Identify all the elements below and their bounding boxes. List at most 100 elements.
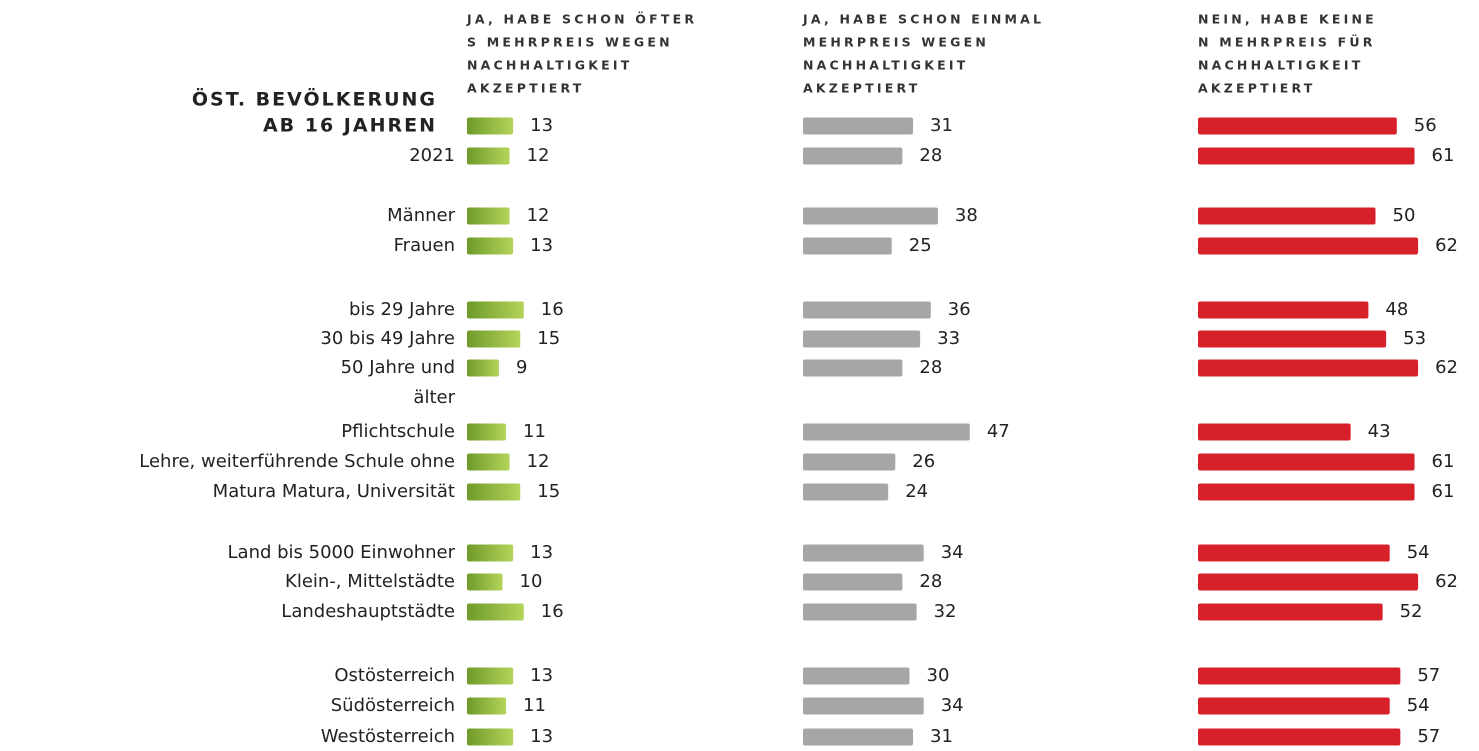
value-label: 31 — [930, 115, 953, 136]
value-label: 53 — [1403, 328, 1426, 349]
legend-label: NEIN, HABE KEINE — [1198, 12, 1377, 27]
bar — [467, 453, 510, 471]
bar — [803, 147, 903, 165]
bar — [467, 697, 507, 715]
bar — [467, 573, 503, 591]
bar — [803, 117, 914, 135]
bar — [467, 237, 514, 255]
legend-label: NACHHALTIGKEIT — [1198, 58, 1363, 73]
bar — [467, 667, 514, 685]
legend-label: NACHHALTIGKEIT — [467, 58, 632, 73]
value-label: 10 — [520, 571, 543, 592]
value-label: 25 — [909, 235, 932, 256]
bar — [803, 453, 896, 471]
bar — [803, 697, 924, 715]
value-label: 43 — [1368, 421, 1391, 442]
value-label: 12 — [527, 451, 550, 472]
bar — [1198, 330, 1387, 348]
value-label: 34 — [941, 542, 964, 563]
value-label: 52 — [1400, 601, 1423, 622]
bar — [467, 483, 521, 501]
row-label: Land bis 5000 Einwohner — [228, 542, 456, 563]
bar — [467, 359, 499, 377]
row-label: Lehre, weiterführende Schule ohne — [139, 451, 455, 472]
bar — [467, 603, 524, 621]
value-label: 47 — [987, 421, 1010, 442]
row-label: Westösterreich — [321, 726, 455, 747]
row-label: Südösterreich — [331, 695, 455, 716]
legend-label: AKZEPTIERT — [803, 81, 920, 96]
legend-label: MEHRPREIS WEGEN — [803, 35, 989, 50]
value-label: 28 — [919, 357, 942, 378]
value-label: 38 — [955, 205, 978, 226]
value-label: 34 — [941, 695, 964, 716]
bar — [803, 573, 903, 591]
bar — [467, 117, 514, 135]
value-label: 13 — [530, 542, 553, 563]
value-label: 28 — [919, 571, 942, 592]
value-label: 28 — [919, 145, 942, 166]
value-label: 61 — [1432, 481, 1455, 502]
row-label: 30 bis 49 Jahre — [320, 328, 455, 349]
legend-label: JA, HABE SCHON ÖFTER — [466, 12, 697, 27]
value-label: 12 — [527, 145, 550, 166]
value-label: 16 — [541, 299, 564, 320]
bar — [803, 728, 914, 746]
legend-label: JA, HABE SCHON EINMAL — [802, 12, 1044, 27]
bar — [467, 544, 514, 562]
value-label: 15 — [537, 481, 560, 502]
bar — [1198, 573, 1419, 591]
bar — [803, 483, 889, 501]
row-label: bis 29 Jahre — [349, 299, 455, 320]
value-label: 31 — [930, 726, 953, 747]
bar — [803, 207, 938, 225]
bar — [803, 603, 917, 621]
bar — [1198, 544, 1390, 562]
bar — [1198, 117, 1397, 135]
bar — [1198, 603, 1383, 621]
value-label: 62 — [1435, 357, 1458, 378]
value-label: 57 — [1417, 726, 1440, 747]
value-label: 12 — [527, 205, 550, 226]
row-label: Ostösterreich — [334, 665, 455, 686]
bar — [803, 544, 924, 562]
value-label: 24 — [905, 481, 928, 502]
legend-label: NACHHALTIGKEIT — [803, 58, 968, 73]
value-label: 13 — [530, 726, 553, 747]
legend-label: AKZEPTIERT — [1198, 81, 1315, 96]
bar — [1198, 728, 1401, 746]
bar — [803, 301, 931, 319]
bar — [803, 423, 970, 441]
value-label: 16 — [541, 601, 564, 622]
bar — [467, 207, 510, 225]
row-label: älter — [413, 387, 455, 408]
row-label: Männer — [387, 205, 455, 226]
bar — [467, 728, 514, 746]
group-title: ÖST. BEVÖLKERUNG — [192, 87, 437, 111]
bar — [1198, 423, 1351, 441]
row-label: Pflichtschule — [341, 421, 455, 442]
row-label: Frauen — [394, 235, 455, 256]
value-label: 48 — [1385, 299, 1408, 320]
value-label: 50 — [1393, 205, 1416, 226]
value-label: 11 — [523, 695, 546, 716]
bar — [1198, 667, 1401, 685]
bar — [1198, 483, 1415, 501]
value-label: 13 — [530, 665, 553, 686]
row-label: Landeshauptstädte — [281, 601, 455, 622]
value-label: 62 — [1435, 235, 1458, 256]
legend-label: AKZEPTIERT — [467, 81, 584, 96]
value-label: 61 — [1432, 145, 1455, 166]
legend-label: N MEHRPREIS FÜR — [1198, 35, 1376, 50]
row-label: 2021 — [409, 145, 455, 166]
value-label: 15 — [537, 328, 560, 349]
bar — [803, 237, 892, 255]
value-label: 13 — [530, 115, 553, 136]
value-label: 33 — [937, 328, 960, 349]
value-label: 36 — [948, 299, 971, 320]
value-label: 30 — [927, 665, 950, 686]
row-label: 50 Jahre und — [341, 357, 455, 378]
value-label: 13 — [530, 235, 553, 256]
value-label: 9 — [516, 357, 527, 378]
